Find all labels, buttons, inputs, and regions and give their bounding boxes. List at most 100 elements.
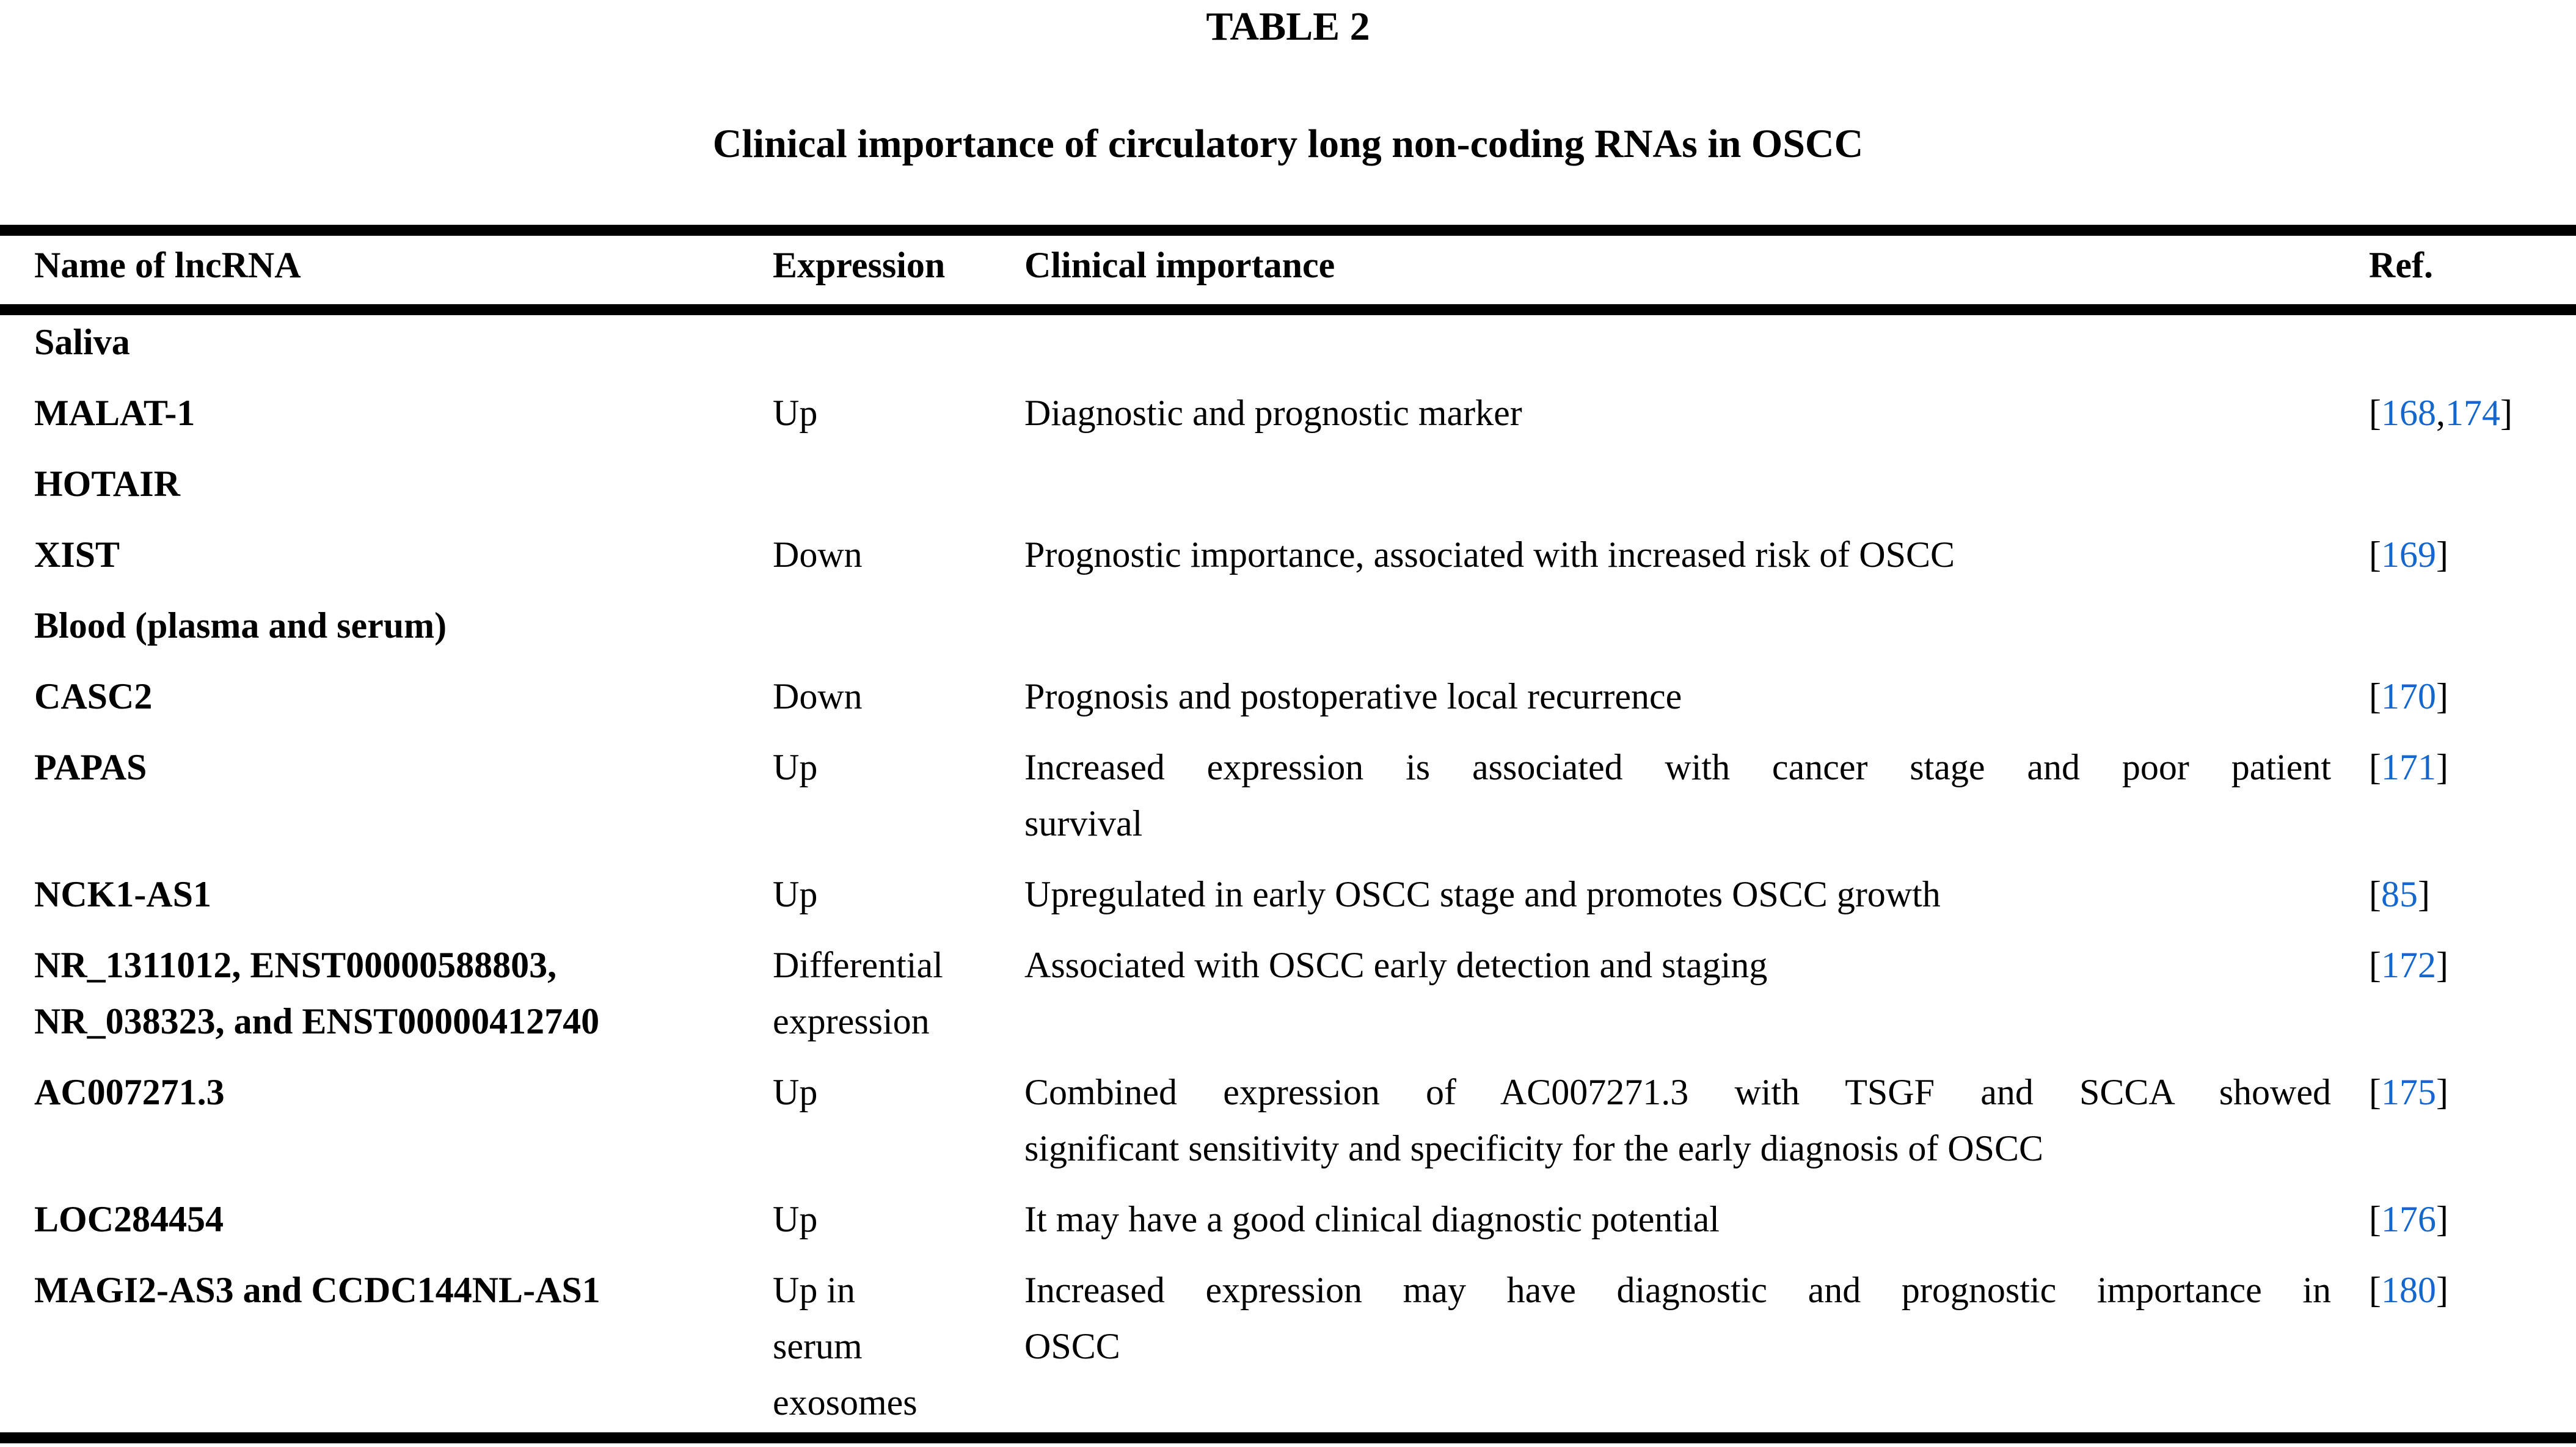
bottom-rule xyxy=(0,1432,2576,1443)
lncrna-name-cell: MAGI2-AS3 and CCDC144NL-AS1 xyxy=(34,1262,773,1431)
cell-line: NCK1-AS1 xyxy=(34,874,212,914)
lncrna-name-cell: NR_1311012, ENST00000588803, NR_038323, a… xyxy=(34,937,773,1049)
expression-cell: Up xyxy=(773,1064,1024,1176)
clinical-importance-cell: Increased expression may have diagnostic… xyxy=(1024,1262,2369,1431)
ref-open-bracket: [ xyxy=(2369,676,2381,716)
table-row: AC007271.3 Up Combined expression of AC007… xyxy=(0,1064,2576,1176)
table-row: NR_1311012, ENST00000588803, NR_038323, a… xyxy=(0,937,2576,1049)
ref-link[interactable]: 174 xyxy=(2445,393,2500,433)
cell-line: Differential xyxy=(773,945,943,985)
clinical-importance-cell xyxy=(1024,314,2369,370)
cell-line: Up xyxy=(773,874,818,914)
cell-line: Up xyxy=(773,747,818,787)
column-header: Name of lncRNA xyxy=(34,245,301,285)
table-row: LOC284454 Up It may have a good clinical d… xyxy=(0,1191,2576,1247)
expression-cell: Up xyxy=(773,1191,1024,1247)
clinical-importance-cell: Associated with OSCC early detection and… xyxy=(1024,937,2369,1049)
cell-line: HOTAIR xyxy=(34,464,180,504)
ref-cell: [169] xyxy=(2369,527,2576,583)
cell-line: Associated with OSCC early detection and… xyxy=(1024,945,1768,985)
cell-line: MALAT-1 xyxy=(34,393,195,433)
cell-line: Up in xyxy=(773,1270,855,1310)
cell-line: Saliva xyxy=(34,322,130,362)
cell-line: Upregulated in early OSCC stage and prom… xyxy=(1024,874,1941,914)
ref-open-bracket: [ xyxy=(2369,747,2381,787)
ref-open-bracket: [ xyxy=(2369,1270,2381,1310)
lncrna-name-cell: LOC284454 xyxy=(34,1191,773,1247)
table-row: HOTAIR xyxy=(0,456,2576,512)
ref-link[interactable]: 85 xyxy=(2381,874,2418,914)
ref-link[interactable]: 180 xyxy=(2381,1270,2436,1310)
expression-cell: Down xyxy=(773,668,1024,724)
clinical-importance-cell: Upregulated in early OSCC stage and prom… xyxy=(1024,866,2369,922)
table-row: MAGI2-AS3 and CCDC144NL-AS1 Up in serum exo… xyxy=(0,1262,2576,1431)
expression-cell xyxy=(773,314,1024,370)
lncrna-name-cell: NCK1-AS1 xyxy=(34,866,773,922)
ref-cell: [180] xyxy=(2369,1262,2576,1431)
ref-close-bracket: ] xyxy=(2436,1199,2448,1239)
specimen-section-label: Blood (plasma and serum) xyxy=(34,597,773,654)
header-row: Name of lncRNA Expression Clinical importa… xyxy=(0,237,2576,293)
top-rule xyxy=(0,225,2576,236)
cell-line: expression xyxy=(773,1001,930,1041)
ref-close-bracket: ] xyxy=(2417,874,2430,914)
clinical-importance-cell: Combined expression of AC007271.3 with T… xyxy=(1024,1064,2369,1176)
ref-cell: [168,174] xyxy=(2369,385,2576,441)
section-row: Saliva xyxy=(0,314,2576,370)
ref-cell: [175] xyxy=(2369,1064,2576,1176)
cell-line: survival xyxy=(1024,803,1143,844)
cell-line: Up xyxy=(773,1072,818,1112)
expression-cell xyxy=(773,597,1024,654)
ref-link[interactable]: 171 xyxy=(2381,747,2436,787)
table-caption: Clinical importance of circulatory long … xyxy=(712,122,1864,166)
cell-line: AC007271.3 xyxy=(34,1072,225,1112)
ref-open-bracket: [ xyxy=(2369,534,2381,575)
clinical-importance-cell: Prognostic importance, associated with i… xyxy=(1024,527,2369,583)
ref-link[interactable]: 176 xyxy=(2381,1199,2436,1239)
expression-cell xyxy=(773,456,1024,512)
ref-link[interactable]: 170 xyxy=(2381,676,2436,716)
ref-close-bracket: ] xyxy=(2436,747,2448,787)
cell-line: Up xyxy=(773,1199,818,1239)
cell-line: Up xyxy=(773,393,818,433)
ref-cell: [170] xyxy=(2369,668,2576,724)
ref-cell xyxy=(2369,314,2576,370)
ref-close-bracket: ] xyxy=(2436,676,2448,716)
ref-link[interactable]: 168 xyxy=(2381,393,2436,433)
ref-open-bracket: [ xyxy=(2369,1199,2381,1239)
clinical-importance-cell: It may have a good clinical diagnostic p… xyxy=(1024,1191,2369,1247)
lncrna-name-cell: HOTAIR xyxy=(34,456,773,512)
ref-cell: [85] xyxy=(2369,866,2576,922)
expression-cell: Up xyxy=(773,739,1024,851)
ref-open-bracket: [ xyxy=(2369,1072,2381,1112)
table-row: NCK1-AS1 Up Upregulated in early OSCC stag… xyxy=(0,866,2576,922)
table-label: TABLE 2 xyxy=(1206,4,1370,49)
lncrna-name-cell: CASC2 xyxy=(34,668,773,724)
table-row: CASC2 Down Prognosis and postoperative loc… xyxy=(0,668,2576,724)
lncrna-name-cell: PAPAS xyxy=(34,739,773,851)
cell-line: NR_1311012, ENST00000588803, xyxy=(34,945,557,985)
header-rule xyxy=(0,304,2576,315)
cell-line: OSCC xyxy=(1024,1326,1120,1366)
ref-cell xyxy=(2369,456,2576,512)
cell-line: Down xyxy=(773,534,863,575)
cell-line: NR_038323, and ENST00000412740 xyxy=(34,1001,600,1041)
ref-close-bracket: ] xyxy=(2436,1072,2448,1112)
lncrna-name-cell: AC007271.3 xyxy=(34,1064,773,1176)
cell-line: It may have a good clinical diagnostic p… xyxy=(1024,1199,1720,1239)
cell-line: Combined expression of AC007271.3 with T… xyxy=(1024,1072,2331,1112)
cell-line: MAGI2-AS3 and CCDC144NL-AS1 xyxy=(34,1270,600,1310)
ref-link[interactable]: 169 xyxy=(2381,534,2436,575)
clinical-importance-cell: Diagnostic and prognostic marker xyxy=(1024,385,2369,441)
clinical-importance-cell: Prognosis and postoperative local recurr… xyxy=(1024,668,2369,724)
lncrna-name-cell: XIST xyxy=(34,527,773,583)
clinical-importance-cell xyxy=(1024,456,2369,512)
expression-cell: Differential expression xyxy=(773,937,1024,1049)
ref-link[interactable]: 175 xyxy=(2381,1072,2436,1112)
cell-line: LOC284454 xyxy=(34,1199,224,1239)
cell-line: Prognostic importance, associated with i… xyxy=(1024,534,1955,575)
ref-close-bracket: ] xyxy=(2436,945,2448,985)
ref-link[interactable]: 172 xyxy=(2381,945,2436,985)
expression-cell: Up in serum exosomes xyxy=(773,1262,1024,1431)
